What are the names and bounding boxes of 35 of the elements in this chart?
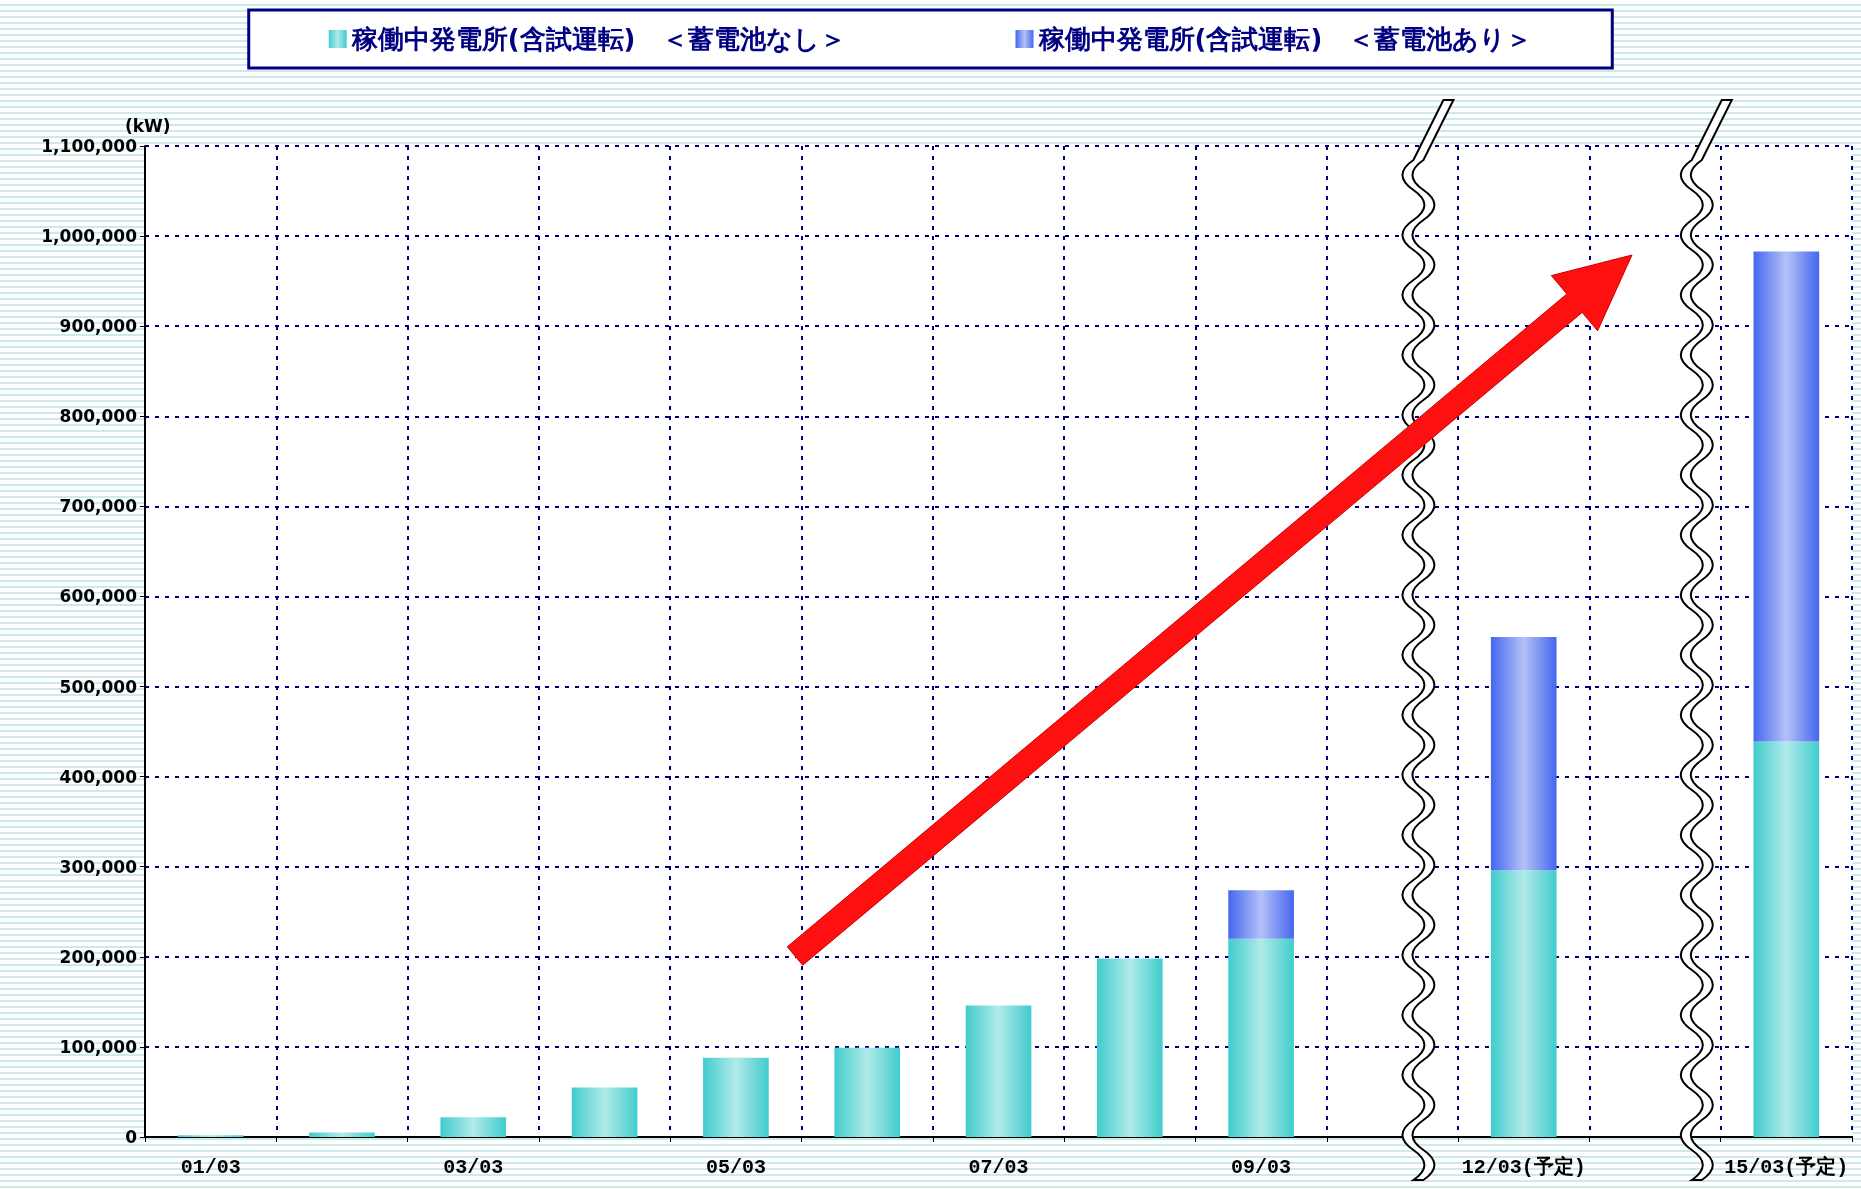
bar [1490,870,1557,1137]
y-tick-label: 100,000 [59,1036,138,1057]
y-tick-label: 300,000 [59,856,138,877]
bar [965,1005,1032,1137]
legend-label: 稼働中発電所(含試運転) ＜蓄電池あり＞ [1037,24,1533,54]
x-tick-label: 01/03 [180,1155,241,1179]
bar [1228,938,1294,1137]
y-tick-label: 500,000 [59,676,138,697]
x-tick-label: 05/03 [705,1155,766,1179]
legend-label: 稼働中発電所(含試運転) ＜蓄電池なし＞ [350,24,846,54]
y-tick-label: 400,000 [59,766,138,787]
y-tick-label: 600,000 [59,586,138,607]
bar [703,1057,769,1137]
y-tick-label: 800,000 [59,406,138,427]
x-tick-label: 15/03(予定) [1724,1154,1849,1179]
bar [1096,958,1163,1137]
y-tick-label: 1,100,000 [41,136,138,156]
x-tick-label: 07/03 [968,1155,1029,1179]
bar [1753,741,1820,1137]
x-tick-label: 12/03(予定) [1461,1154,1586,1179]
bar [440,1117,507,1137]
x-tick-label: 03/03 [443,1155,504,1179]
x-tick-label: 09/03 [1231,1155,1292,1179]
y-tick-label: 0 [125,1127,138,1147]
bar [834,1047,901,1137]
y-tick-label: 1,000,000 [41,226,138,247]
y-tick-label: 200,000 [59,946,138,967]
y-tick-label: 700,000 [59,496,138,517]
y-tick-label: 900,000 [59,316,138,337]
y-axis-title: (kW) [125,115,171,136]
bar [1490,637,1557,871]
bar [1228,890,1294,939]
bar [1753,251,1820,742]
bar [571,1087,638,1137]
bar [309,1132,375,1137]
